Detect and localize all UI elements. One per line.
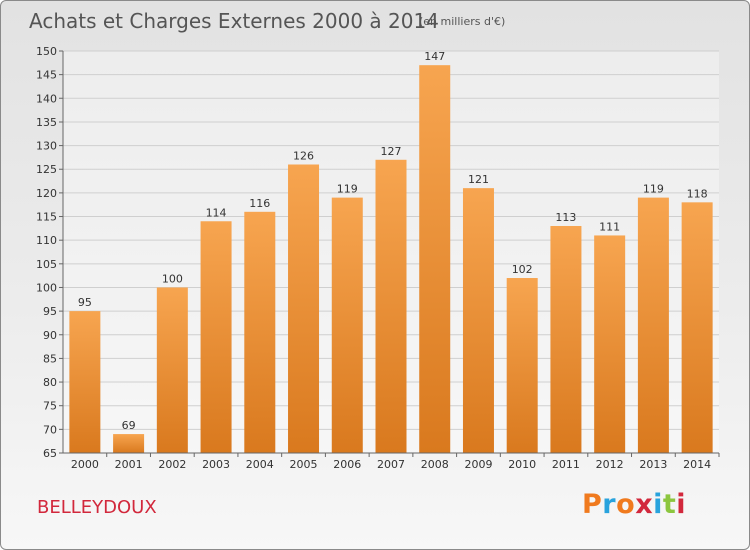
y-tick-label: 140 [36,92,57,105]
bar-value-label: 119 [643,183,664,196]
bar-2010 [506,278,538,453]
y-tick-label: 90 [43,329,57,342]
y-tick-label: 115 [36,211,57,224]
y-tick-label: 85 [43,352,57,365]
x-tick-label: 2004 [246,458,274,471]
y-tick-label: 100 [36,281,57,294]
y-tick-label: 120 [36,187,57,200]
x-tick-label: 2005 [290,458,318,471]
y-tick-label: 70 [43,423,57,436]
bar-value-label: 102 [512,263,533,276]
bar-value-label: 118 [687,187,708,200]
x-tick-label: 2009 [464,458,492,471]
bar-value-label: 69 [122,419,136,432]
y-tick-label: 130 [36,140,57,153]
bar-2013 [637,197,669,453]
x-tick-label: 2013 [639,458,667,471]
x-tick-label: 2006 [333,458,361,471]
y-tick-label: 80 [43,376,57,389]
logo-letter: i [653,489,663,520]
bar-2014 [681,202,713,453]
bar-value-label: 116 [249,197,270,210]
y-tick-label: 135 [36,116,57,129]
bar-2011 [550,225,582,453]
y-tick-label: 65 [43,447,57,460]
bar-2009 [462,188,494,453]
x-tick-label: 2014 [683,458,711,471]
x-tick-label: 2008 [421,458,449,471]
logo-letter: r [602,489,617,520]
y-tick-label: 145 [36,69,57,82]
bar-2005 [288,164,320,453]
logo-letter: i [676,489,687,520]
chart-subtitle: (en milliers d'€) [419,15,506,28]
x-tick-label: 2012 [596,458,624,471]
logo-letter: x [635,489,654,520]
y-tick-label: 150 [36,45,57,58]
y-tick-label: 95 [43,305,57,318]
bar-value-label: 121 [468,173,489,186]
bar-2000 [69,311,101,453]
commune-name: BELLEYDOUX [37,497,157,518]
y-tick-label: 110 [36,234,57,247]
y-tick-label: 125 [36,163,57,176]
x-tick-label: 2002 [158,458,186,471]
bar-2003 [200,221,232,453]
bar-2008 [419,65,451,453]
bar-2001 [113,434,145,453]
x-tick-label: 2011 [552,458,580,471]
chart-title: Achats et Charges Externes 2000 à 2014 [29,9,439,33]
x-tick-label: 2003 [202,458,230,471]
bar-value-label: 111 [599,220,620,233]
bar-2002 [156,287,188,453]
bar-2012 [594,235,626,453]
x-tick-label: 2010 [508,458,536,471]
bar-value-label: 113 [555,211,576,224]
bar-2004 [244,211,276,453]
x-tick-label: 2007 [377,458,405,471]
bar-2007 [375,159,407,453]
logo-letter: o [616,489,636,520]
bar-value-label: 100 [162,272,183,285]
y-tick-label: 75 [43,400,57,413]
bar-value-label: 114 [206,206,227,219]
y-tick-label: 105 [36,258,57,271]
bar-2006 [331,197,363,453]
x-tick-label: 2000 [71,458,99,471]
x-tick-label: 2001 [115,458,143,471]
logo-letter: t [662,489,677,520]
bar-value-label: 95 [78,296,92,309]
bar-value-label: 147 [424,50,445,63]
proxiti-logo[interactable]: Proxiti [582,489,686,520]
bar-value-label: 119 [337,183,358,196]
bar-value-label: 126 [293,150,314,163]
bar-value-label: 127 [381,145,402,158]
logo-letter: P [582,489,603,520]
